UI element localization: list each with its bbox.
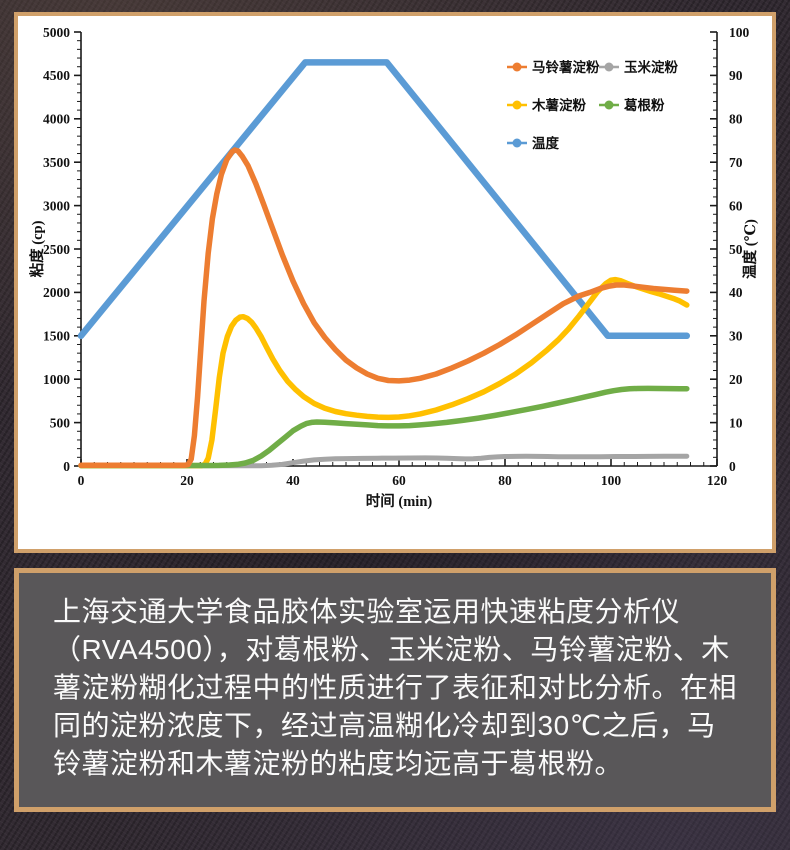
svg-text:2000: 2000 bbox=[43, 285, 70, 300]
y-axis-left-title: 粘度 (cp) bbox=[28, 220, 46, 277]
series-line bbox=[78, 276, 690, 469]
legend-label: 葛根粉 bbox=[623, 97, 665, 113]
svg-text:4000: 4000 bbox=[43, 112, 70, 127]
svg-text:30: 30 bbox=[729, 329, 743, 344]
chart-card: 0 20 40 60 80 100 120 0 500 1000 1500 2000 2500 3000 3… bbox=[14, 12, 776, 553]
svg-text:0: 0 bbox=[78, 473, 85, 488]
x-axis-title: 时间 (min) bbox=[366, 492, 433, 510]
series-line bbox=[78, 385, 690, 469]
svg-text:5000: 5000 bbox=[43, 25, 70, 40]
caption-text: 上海交通大学食品胶体实验室运用快速粘度分析仪（RVA4500），对葛根粉、玉米淀… bbox=[53, 596, 738, 779]
svg-text:3500: 3500 bbox=[43, 155, 70, 170]
legend-label: 木薯淀粉 bbox=[531, 97, 586, 113]
legend-marker-dot bbox=[512, 138, 522, 148]
legend-item: 玉米淀粉 bbox=[599, 59, 678, 75]
caption-panel: 上海交通大学食品胶体实验室运用快速粘度分析仪（RVA4500），对葛根粉、玉米淀… bbox=[14, 568, 776, 812]
svg-text:60: 60 bbox=[729, 198, 743, 213]
y-axis-right-title: 温度 (℃) bbox=[741, 219, 759, 279]
legend-item: 马铃薯淀粉 bbox=[507, 59, 600, 75]
legend-item: 温度 bbox=[507, 135, 560, 151]
svg-text:500: 500 bbox=[50, 415, 71, 430]
svg-text:80: 80 bbox=[729, 112, 743, 127]
series-lines bbox=[77, 59, 691, 469]
svg-text:20: 20 bbox=[180, 473, 194, 488]
legend-marker-dot bbox=[512, 100, 522, 110]
legend-item: 葛根粉 bbox=[599, 97, 665, 113]
legend-marker-dot bbox=[604, 100, 614, 110]
svg-text:4500: 4500 bbox=[43, 68, 70, 83]
rva-viscosity-chart: 0 20 40 60 80 100 1200500100015002000250030003… bbox=[28, 25, 759, 510]
series-line bbox=[78, 453, 690, 469]
svg-text:0: 0 bbox=[729, 459, 736, 474]
svg-text:2500: 2500 bbox=[43, 242, 70, 257]
svg-text:3000: 3000 bbox=[43, 198, 70, 213]
axes bbox=[80, 32, 718, 467]
axis-titles: 时间 (min) 粘度 (cp) 温度 (℃) bbox=[28, 219, 759, 510]
legend-label: 温度 bbox=[532, 135, 560, 151]
series-line bbox=[78, 147, 690, 469]
svg-text:0: 0 bbox=[63, 459, 70, 474]
y-axis-right: 0 10 20 30 40 50 60 70 80 90 100 bbox=[710, 25, 750, 474]
svg-text:100: 100 bbox=[729, 25, 750, 40]
svg-text:60: 60 bbox=[392, 473, 406, 488]
y-axis-left: 0 500 1000 1500 2000 2500 3000 3500 4000 4500 5000 bbox=[43, 25, 81, 474]
legend-label: 马铃薯淀粉 bbox=[532, 59, 600, 75]
svg-text:120: 120 bbox=[707, 473, 728, 488]
svg-text:1500: 1500 bbox=[43, 329, 70, 344]
x-axis: 0 20 40 60 80 100 120 bbox=[78, 459, 728, 488]
svg-text:70: 70 bbox=[729, 155, 743, 170]
svg-text:1000: 1000 bbox=[43, 372, 70, 387]
svg-text:100: 100 bbox=[601, 473, 622, 488]
svg-text:40: 40 bbox=[729, 285, 743, 300]
svg-text:40: 40 bbox=[286, 473, 300, 488]
svg-text:20: 20 bbox=[729, 372, 743, 387]
legend-item: 木薯淀粉 bbox=[507, 97, 586, 113]
legend-label: 玉米淀粉 bbox=[624, 59, 678, 75]
svg-text:80: 80 bbox=[498, 473, 512, 488]
legend-marker-dot bbox=[604, 62, 614, 72]
legend-marker-dot bbox=[512, 62, 522, 72]
svg-text:50: 50 bbox=[729, 242, 743, 257]
svg-text:10: 10 bbox=[729, 415, 743, 430]
svg-text:90: 90 bbox=[729, 68, 743, 83]
